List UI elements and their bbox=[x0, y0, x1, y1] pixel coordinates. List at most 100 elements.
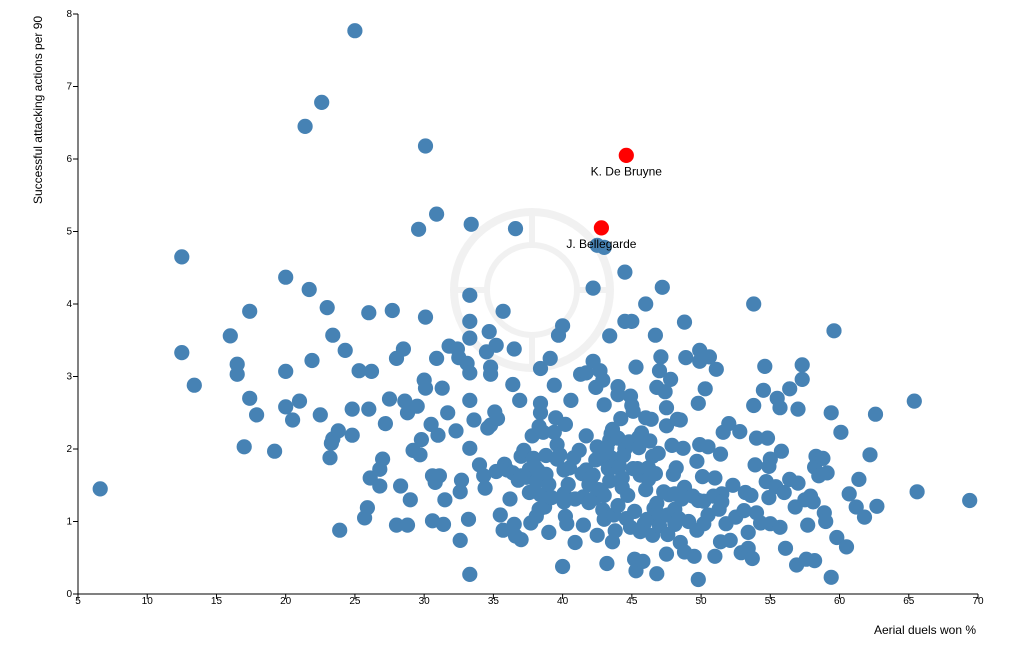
data-point bbox=[815, 450, 831, 466]
data-point bbox=[361, 305, 377, 321]
data-point bbox=[267, 443, 283, 459]
data-point bbox=[297, 118, 313, 134]
data-point bbox=[417, 138, 434, 154]
data-point bbox=[697, 381, 713, 397]
data-point bbox=[344, 427, 360, 443]
data-point bbox=[867, 406, 884, 422]
data-point bbox=[595, 372, 611, 388]
data-point bbox=[714, 494, 730, 510]
data-point bbox=[649, 495, 665, 511]
data-point bbox=[541, 524, 557, 541]
y-tick-label: 2 bbox=[66, 444, 72, 455]
data-point bbox=[631, 440, 647, 456]
data-point bbox=[476, 468, 492, 484]
data-point bbox=[841, 486, 857, 502]
data-point bbox=[725, 477, 741, 493]
data-point bbox=[620, 487, 636, 503]
data-point bbox=[599, 555, 615, 572]
data-point bbox=[351, 363, 367, 379]
data-point bbox=[381, 391, 398, 407]
data-point bbox=[744, 550, 760, 567]
data-point bbox=[772, 519, 788, 535]
data-point bbox=[466, 412, 482, 428]
data-point bbox=[462, 287, 478, 303]
data-point bbox=[236, 439, 252, 455]
data-point bbox=[543, 490, 560, 506]
data-point bbox=[462, 566, 478, 583]
data-point bbox=[285, 412, 301, 428]
x-tick-label: 55 bbox=[765, 596, 777, 607]
data-point bbox=[559, 516, 575, 532]
data-point bbox=[823, 569, 839, 585]
data-point bbox=[430, 427, 446, 443]
data-point bbox=[477, 480, 493, 496]
data-point bbox=[571, 442, 587, 458]
data-point bbox=[347, 23, 363, 39]
data-point bbox=[249, 407, 265, 423]
x-tick-label: 70 bbox=[972, 596, 984, 607]
y-tick-label: 0 bbox=[66, 589, 72, 600]
data-point bbox=[624, 313, 640, 329]
data-point bbox=[304, 352, 320, 369]
data-point bbox=[222, 328, 238, 344]
data-point bbox=[856, 509, 873, 525]
data-point bbox=[395, 341, 411, 357]
data-point bbox=[607, 523, 623, 539]
data-point bbox=[92, 481, 108, 497]
data-point bbox=[301, 281, 317, 298]
data-point bbox=[743, 487, 759, 503]
data-point bbox=[746, 296, 762, 312]
data-point bbox=[748, 430, 765, 446]
data-point bbox=[613, 411, 629, 427]
data-point bbox=[628, 359, 644, 375]
data-point bbox=[909, 484, 925, 500]
data-point bbox=[838, 539, 855, 555]
data-point bbox=[777, 540, 794, 556]
data-point bbox=[567, 534, 583, 551]
data-point bbox=[736, 503, 752, 519]
data-point bbox=[585, 280, 601, 296]
x-tick-label: 35 bbox=[488, 596, 500, 607]
data-point bbox=[647, 466, 664, 482]
data-point bbox=[452, 484, 468, 500]
data-point bbox=[453, 472, 470, 488]
data-point bbox=[700, 439, 716, 455]
data-point bbox=[672, 412, 688, 428]
data-point bbox=[174, 249, 190, 265]
y-axis-title: Successful attacking actions per 90 bbox=[31, 16, 45, 204]
data-point bbox=[332, 522, 348, 538]
data-point bbox=[642, 433, 658, 449]
data-point bbox=[610, 387, 626, 403]
data-point bbox=[776, 484, 792, 501]
data-point bbox=[819, 465, 835, 481]
data-point bbox=[653, 349, 669, 365]
data-point bbox=[694, 469, 711, 485]
data-point bbox=[690, 395, 706, 411]
data-point bbox=[575, 517, 592, 533]
data-point bbox=[862, 447, 878, 463]
data-point bbox=[377, 416, 393, 432]
data-point bbox=[578, 428, 594, 444]
x-tick-label: 5 bbox=[75, 596, 81, 607]
data-point bbox=[361, 401, 377, 417]
data-point bbox=[399, 517, 416, 533]
data-point bbox=[452, 532, 468, 549]
data-point bbox=[707, 470, 723, 486]
data-point bbox=[589, 527, 605, 543]
y-tick-label: 4 bbox=[66, 299, 72, 310]
data-point bbox=[755, 382, 772, 398]
data-point bbox=[546, 377, 562, 393]
data-point bbox=[541, 476, 557, 493]
data-point bbox=[502, 491, 518, 507]
data-point bbox=[417, 380, 434, 396]
data-point bbox=[411, 221, 427, 237]
data-point bbox=[278, 399, 294, 415]
data-point bbox=[800, 517, 816, 533]
data-point bbox=[291, 393, 308, 409]
data-point bbox=[330, 423, 346, 439]
data-point bbox=[505, 376, 521, 393]
data-point bbox=[689, 453, 705, 469]
data-point bbox=[794, 371, 810, 387]
data-point bbox=[826, 323, 842, 339]
data-point bbox=[483, 366, 499, 382]
